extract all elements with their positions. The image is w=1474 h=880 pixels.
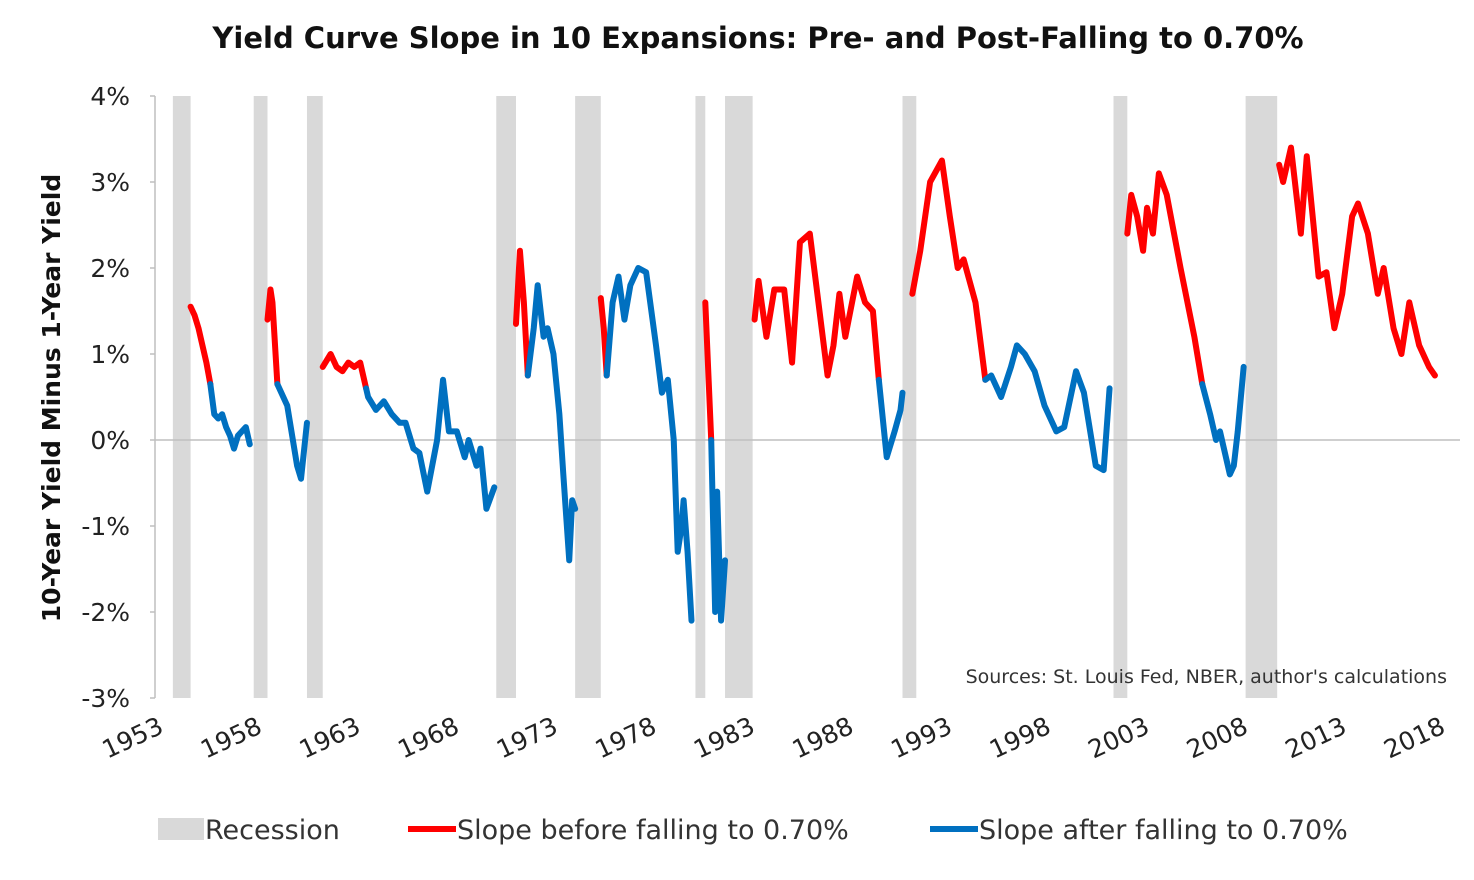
after-series-line [274, 381, 310, 482]
source-note: Sources: St. Louis Fed, NBER, author's c… [966, 666, 1447, 688]
legend: Recession Slope before falling to 0.70% Sl… [158, 815, 1348, 846]
before-series-line [751, 230, 882, 383]
before-series-line [702, 299, 715, 443]
x-tick-label: 1968 [393, 711, 463, 764]
legend-swatch [158, 818, 204, 840]
y-tick-label: -3% [81, 684, 130, 713]
y-tick-label: 1% [90, 340, 130, 369]
before-series-line [1124, 170, 1206, 388]
after-series-line [875, 376, 906, 461]
recession-band [575, 96, 601, 698]
y-tick-label: 0% [90, 426, 130, 455]
recession-bands [172, 96, 1278, 698]
x-tick-label: 2018 [1379, 711, 1449, 764]
before-series-line [512, 247, 531, 379]
before-series-line [1276, 144, 1438, 379]
x-tick-label: 2008 [1182, 711, 1252, 764]
y-tick-label: 3% [90, 168, 130, 197]
x-tick-label: 1973 [492, 711, 562, 764]
after-series-line [363, 376, 498, 512]
after-series-line [603, 265, 695, 624]
y-tick-label: 2% [90, 254, 130, 283]
x-tick-label: 1953 [98, 711, 168, 764]
recession-band [725, 96, 753, 698]
recession-band [1113, 96, 1128, 698]
x-tick-label: 1983 [689, 711, 759, 764]
after-series-line [982, 342, 1113, 474]
y-tick-label: 4% [90, 82, 130, 111]
before-series-line [264, 286, 281, 388]
x-tick-label: 1993 [886, 711, 956, 764]
y-tick-label: -2% [81, 598, 130, 627]
y-tick-label: -1% [81, 512, 130, 541]
recession-band [172, 96, 191, 698]
legend-label: Slope before falling to 0.70% [457, 815, 849, 846]
legend-label: Slope after falling to 0.70% [979, 815, 1348, 846]
after-series-line [708, 437, 729, 624]
y-axis-label: 10-Year Yield Minus 1-Year Yield [37, 174, 66, 622]
x-tick-label: 1988 [788, 711, 858, 764]
recession-band [902, 96, 917, 698]
x-tick-label: 2013 [1281, 711, 1351, 764]
after-series-line [207, 381, 253, 452]
legend-swatch [930, 826, 978, 832]
recession-band [253, 96, 268, 698]
after-series-line [524, 282, 579, 564]
x-tick-label: 1958 [196, 711, 266, 764]
x-tick-label: 1963 [295, 711, 365, 764]
after-series-line [1199, 363, 1247, 478]
legend-label: Recession [205, 815, 340, 846]
x-tick-label: 2003 [1084, 711, 1154, 764]
legend-swatch [408, 826, 456, 832]
chart-title: Yield Curve Slope in 10 Expansions: Pre-… [211, 21, 1303, 55]
before-series-line [319, 351, 370, 392]
x-tick-label: 1978 [591, 711, 661, 764]
before-series-line [909, 157, 989, 383]
x-tick-label: 1998 [985, 711, 1055, 764]
recession-band [1245, 96, 1278, 698]
before-series-line [187, 303, 214, 388]
series-lines [187, 144, 1438, 624]
recession-band [306, 96, 323, 698]
recession-band [695, 96, 706, 698]
recession-band [496, 96, 516, 698]
